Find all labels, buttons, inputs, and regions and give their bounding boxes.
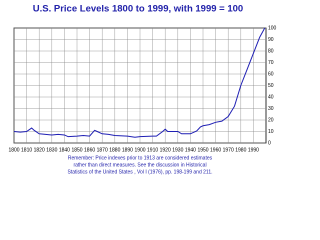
x-tick-label: 1940 bbox=[185, 147, 196, 153]
y-tick-label: 20 bbox=[268, 117, 274, 123]
x-tick-label: 1830 bbox=[46, 147, 57, 153]
x-tick-label: 1950 bbox=[197, 147, 208, 153]
x-tick-label: 1820 bbox=[34, 147, 45, 153]
annotation: Statistics of the United States , Vol I … bbox=[68, 169, 213, 175]
x-tick-label: 1900 bbox=[134, 147, 145, 153]
y-tick-label: 40 bbox=[268, 94, 274, 100]
x-tick-label: 1970 bbox=[223, 147, 234, 153]
x-tick-label: 1870 bbox=[97, 147, 108, 153]
y-tick-label: 100 bbox=[268, 25, 277, 31]
x-tick-label: 1810 bbox=[21, 147, 32, 153]
y-tick-label: 30 bbox=[268, 106, 274, 112]
x-tick-label: 1920 bbox=[160, 147, 171, 153]
annotation: Remember: Price indexes prior to 1913 ar… bbox=[68, 155, 213, 161]
x-tick-label: 1980 bbox=[235, 147, 246, 153]
y-tick-label: 60 bbox=[268, 71, 274, 77]
annotation: rather than direct measures. See the dis… bbox=[73, 162, 206, 168]
chart: U.S. Price Levels 1800 to 1999, with 199… bbox=[8, 4, 277, 176]
y-tick-label: 70 bbox=[268, 60, 274, 66]
x-tick-label: 1930 bbox=[172, 147, 183, 153]
y-tick-label: 90 bbox=[268, 37, 274, 43]
x-tick-label: 1880 bbox=[109, 147, 120, 153]
y-tick-label: 0 bbox=[268, 140, 271, 146]
price-line bbox=[13, 27, 266, 138]
x-tick-label: 1960 bbox=[210, 147, 221, 153]
x-tick-label: 1890 bbox=[122, 147, 133, 153]
x-tick-label: 1800 bbox=[8, 147, 19, 153]
x-tick-label: 1850 bbox=[71, 147, 82, 153]
y-tick-label: 50 bbox=[268, 83, 274, 89]
x-tick-label: 1860 bbox=[84, 147, 95, 153]
y-tick-label: 80 bbox=[268, 48, 274, 54]
chart-title: U.S. Price Levels 1800 to 1999, with 199… bbox=[33, 4, 243, 15]
x-tick-label: 1910 bbox=[147, 147, 158, 153]
x-tick-label: 1840 bbox=[59, 147, 70, 153]
y-tick-label: 10 bbox=[268, 129, 274, 135]
x-tick-label: 1990 bbox=[248, 147, 259, 153]
